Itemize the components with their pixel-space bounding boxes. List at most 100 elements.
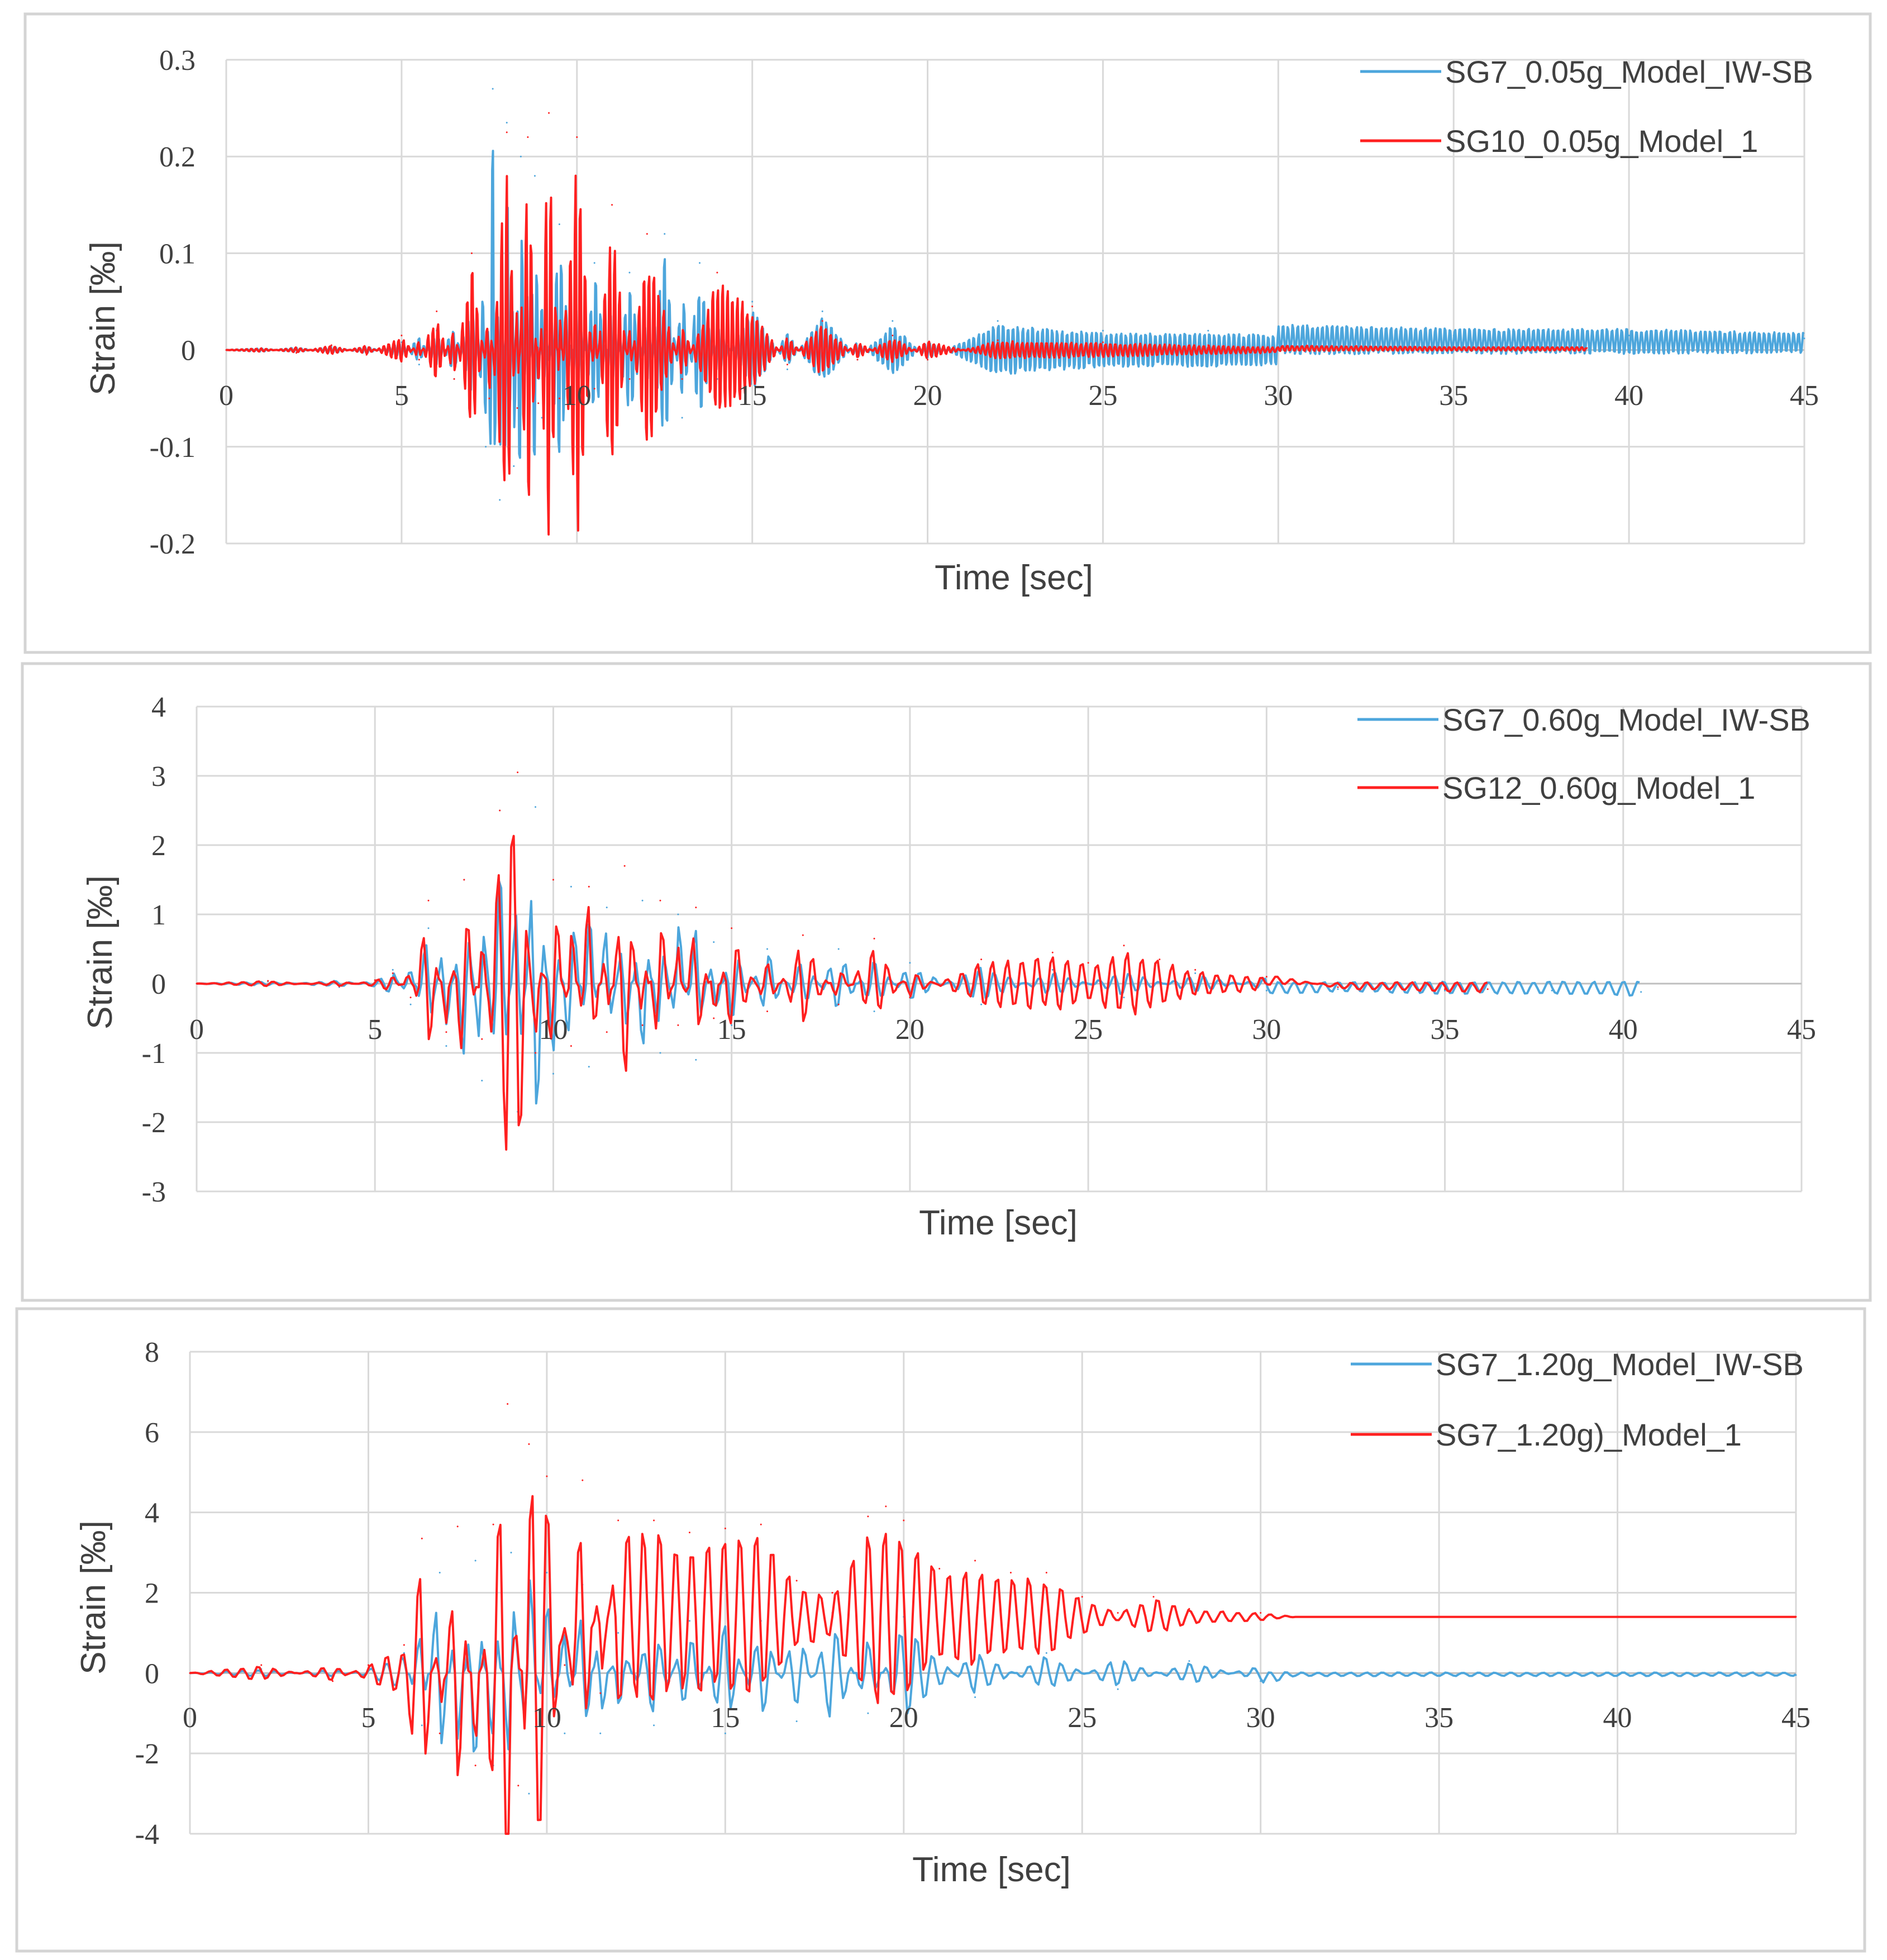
- data-point: [499, 499, 501, 501]
- data-point: [1102, 330, 1104, 332]
- data-point: [593, 388, 595, 390]
- data-point: [588, 885, 590, 888]
- data-point: [892, 320, 894, 322]
- data-point: [507, 1403, 509, 1405]
- data-point: [546, 1475, 548, 1477]
- data-point: [1617, 1674, 1619, 1676]
- data-point: [641, 1024, 644, 1026]
- data-point: [1265, 976, 1267, 978]
- y-tick-label: 0.1: [159, 238, 196, 270]
- data-point: [332, 1680, 334, 1682]
- data-point: [1337, 986, 1339, 988]
- data-point: [401, 335, 403, 337]
- data-point: [724, 1732, 726, 1734]
- x-tick-label: 40: [1609, 1014, 1638, 1046]
- data-point: [421, 1537, 423, 1539]
- data-point: [688, 1532, 690, 1534]
- data-point: [427, 927, 430, 929]
- data-point: [713, 1017, 715, 1019]
- legend-label-3-series-2: SG7_1.20g)_Model_1: [1436, 1417, 1742, 1452]
- data-point: [1045, 1652, 1047, 1654]
- data-point: [409, 996, 412, 999]
- data-point: [837, 948, 840, 950]
- series-line-2-2: [196, 834, 1488, 1151]
- data-point: [974, 1560, 976, 1562]
- y-tick-label: 2: [145, 1578, 159, 1610]
- data-point: [445, 1031, 447, 1033]
- data-point: [786, 368, 788, 370]
- x-tick-label: 5: [394, 380, 409, 412]
- data-point: [1277, 331, 1279, 333]
- data-point: [1803, 337, 1805, 340]
- data-point: [1295, 1674, 1298, 1676]
- data-point: [409, 1003, 412, 1005]
- y-tick-label: -3: [142, 1176, 166, 1208]
- data-point: [795, 1720, 798, 1723]
- data-point: [528, 1443, 530, 1445]
- data-point: [786, 364, 788, 366]
- data-point: [611, 204, 613, 206]
- x-tick-label: 25: [1068, 1702, 1097, 1734]
- data-point: [296, 352, 298, 354]
- data-point: [1551, 989, 1553, 991]
- data-point: [403, 1652, 405, 1654]
- data-point: [731, 927, 733, 929]
- data-point: [1188, 1660, 1190, 1662]
- data-point: [1586, 347, 1588, 349]
- data-point: [885, 1505, 887, 1508]
- data-point: [909, 996, 911, 999]
- data-point: [481, 1080, 483, 1082]
- y-tick-label: 0: [181, 335, 196, 367]
- x-tick-label: 5: [361, 1702, 375, 1734]
- y-tick-label: 0.2: [159, 141, 196, 173]
- data-point: [546, 1572, 548, 1574]
- data-point: [766, 948, 769, 950]
- data-point: [558, 397, 560, 399]
- data-point: [1486, 988, 1489, 990]
- data-point: [588, 1066, 590, 1068]
- data-point: [1152, 1596, 1155, 1598]
- data-point: [535, 1052, 537, 1054]
- data-point: [617, 1519, 620, 1522]
- data-point: [541, 417, 543, 419]
- legend-label-3-series-1: SG7_1.20g_Model_IW-SB: [1436, 1347, 1804, 1382]
- data-point: [1159, 958, 1161, 961]
- y-tick-label: -1: [142, 1038, 166, 1070]
- data-point: [677, 1024, 679, 1026]
- data-point: [699, 262, 701, 264]
- data-point: [1207, 330, 1209, 332]
- data-point: [821, 320, 823, 322]
- series-layer-3: [189, 1403, 1797, 1835]
- data-point: [664, 233, 666, 235]
- data-point: [760, 1523, 762, 1525]
- legend-label-1-series-1: SG7_0.05g_Model_IW-SB: [1445, 54, 1813, 89]
- data-point: [659, 1052, 661, 1054]
- data-point: [1207, 344, 1209, 346]
- data-point: [576, 136, 578, 139]
- x-tick-label: 15: [717, 1014, 746, 1046]
- data-point: [1265, 989, 1267, 991]
- data-point: [374, 979, 376, 981]
- data-point: [439, 1732, 441, 1734]
- data-point: [646, 233, 648, 235]
- data-point: [974, 1696, 976, 1698]
- data-point: [533, 175, 536, 177]
- data-point: [564, 1732, 566, 1734]
- legend-label-1-series-2: SG10_0.05g_Model_1: [1445, 123, 1758, 159]
- x-tick-label: 35: [1439, 380, 1468, 412]
- x-tick-label: 35: [1431, 1014, 1460, 1046]
- data-point: [1444, 988, 1446, 990]
- x-tick-label: 25: [1074, 1014, 1103, 1046]
- data-point: [677, 913, 679, 915]
- data-point: [1438, 1674, 1440, 1676]
- x-tick-label: 45: [1787, 1014, 1816, 1046]
- data-point: [506, 122, 508, 124]
- data-point: [1795, 1616, 1797, 1618]
- x-tick-label: 45: [1781, 1702, 1810, 1734]
- y-tick-label: 1: [151, 899, 166, 931]
- data-point: [980, 958, 983, 961]
- x-axis-title-3: Time [sec]: [912, 1851, 1071, 1889]
- data-point: [453, 378, 455, 380]
- data-point: [617, 1632, 620, 1634]
